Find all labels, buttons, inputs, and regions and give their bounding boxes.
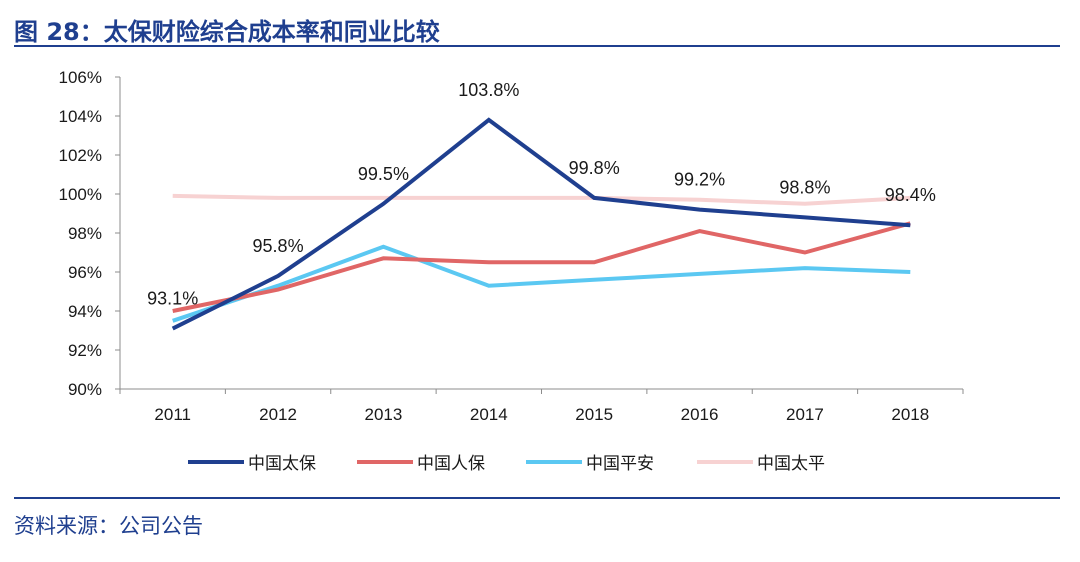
chart-axes: 90% 92% 94% 96% 98% 100% 102% 104% 106% 2011 2012 2… [59, 68, 964, 424]
x-tick-label: 2018 [891, 405, 929, 424]
x-tick-label: 2011 [154, 405, 191, 424]
y-tick-label: 98% [68, 224, 102, 243]
x-tick-label: 2014 [470, 405, 508, 424]
x-tick-label: 2017 [786, 405, 824, 424]
data-label: 93.1% [147, 289, 198, 309]
y-tick-label: 104% [59, 107, 102, 126]
y-tick-label: 102% [59, 146, 102, 165]
legend-label: 中国太保 [248, 454, 316, 474]
footer-divider [14, 497, 1060, 499]
y-tick-label: 90% [68, 380, 102, 399]
data-label: 98.4% [885, 185, 936, 205]
legend-label: 中国太平 [757, 454, 825, 474]
line-chart: 90% 92% 94% 96% 98% 100% 102% 104% 106% 2011 2012 2… [59, 68, 964, 474]
title-divider [14, 45, 1060, 47]
y-tick-label: 100% [59, 185, 102, 204]
chart-legend: 中国太保 中国人保 中国平安 中国太平 [188, 454, 825, 474]
legend-label: 中国平安 [586, 454, 654, 474]
series-line-4 [172, 193, 911, 206]
data-label: 98.8% [779, 177, 830, 197]
chart-series [171, 117, 911, 331]
chart-data-labels: 93.1% 95.8% 99.5% 103.8% 99.8% 99.2% 98.8% 98.4… [147, 80, 936, 309]
chart-title: 图 28：太保财险综合成本率和同业比较 [14, 18, 440, 46]
y-tick-label: 106% [59, 68, 102, 87]
data-label: 99.8% [569, 158, 620, 178]
series-line-2 [172, 221, 911, 313]
x-tick-label: 2012 [259, 405, 297, 424]
data-label: 95.8% [253, 236, 304, 256]
data-label: 103.8% [458, 80, 519, 100]
source-note: 资料来源：公司公告 [14, 514, 203, 538]
data-label: 99.5% [358, 164, 409, 184]
y-tick-label: 96% [68, 263, 102, 282]
x-tick-label: 2016 [681, 405, 719, 424]
x-tick-label: 2015 [575, 405, 613, 424]
legend-label: 中国人保 [417, 454, 485, 474]
y-tick-label: 94% [68, 302, 102, 321]
series-line-1 [171, 117, 911, 331]
x-tick-label: 2013 [365, 405, 403, 424]
series-line-3 [172, 244, 911, 323]
y-tick-label: 92% [68, 341, 102, 360]
data-label: 99.2% [674, 170, 725, 190]
